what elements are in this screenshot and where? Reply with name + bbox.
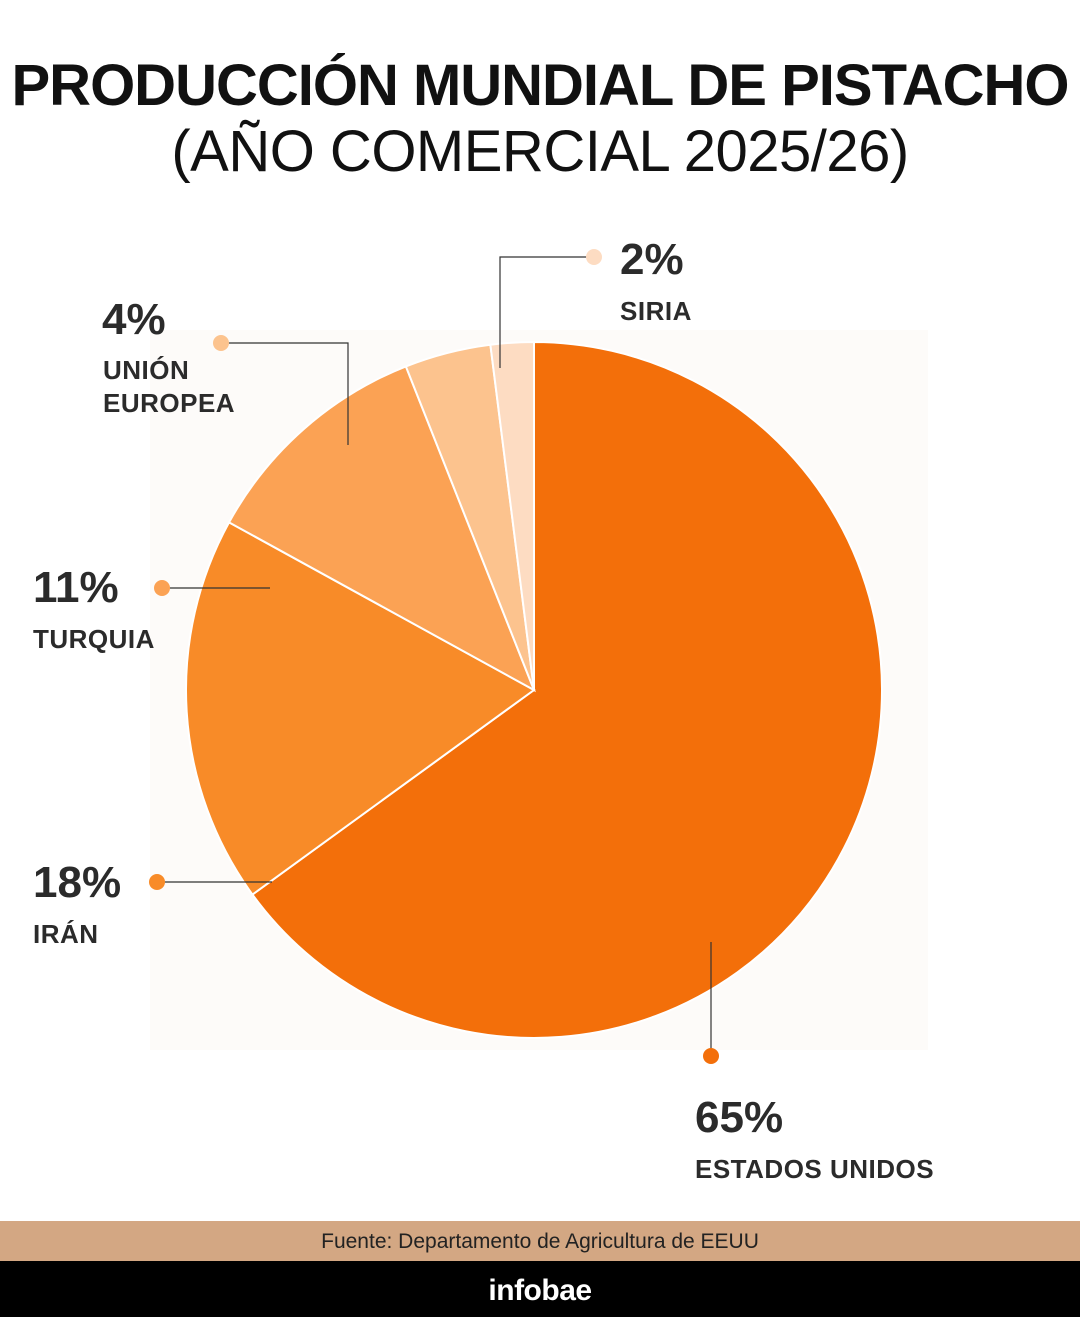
pie-slice-estados-unidos [251,340,883,1039]
slice-percent-union-europea: 4% [102,295,166,344]
slice-label-siria: SIRIA [620,296,692,326]
source-note: Fuente: Departamento de Agricultura de E… [0,1221,1080,1261]
slice-label-estados-unidos: ESTADOS UNIDOS [695,1154,935,1184]
slice-label-iran: IRÁN [33,919,99,949]
chart-subtitle: (AÑO COMERCIAL 2025/26) [171,119,909,184]
leader-dot-estados-unidos [703,1048,719,1064]
leader-dot-iran [149,874,165,890]
leader-dot-union-europea [213,335,229,351]
leader-dot-siria [586,249,602,265]
leader-line-union-europea [221,342,349,445]
leader-line-siria [499,256,594,368]
slice-label-turquia: TURQUIA [33,624,155,654]
pie-slice-siria [489,340,535,691]
slice-percent-turquia: 11% [33,563,119,612]
pie-slice-iran [185,520,536,896]
slice-percent-iran: 18% [33,858,122,907]
slice-percent-estados-unidos: 65% [695,1093,784,1142]
leader-dot-turquia [154,580,170,596]
chart-title: PRODUCCIÓN MUNDIAL DE PISTACHO [11,53,1070,118]
brand-logo: infobae [0,1261,1080,1317]
pie-slice-turquia [227,365,536,693]
slice-label-union-europea: UNIÓN EUROPEA [103,355,236,418]
slice-percent-siria: 2% [620,235,684,284]
